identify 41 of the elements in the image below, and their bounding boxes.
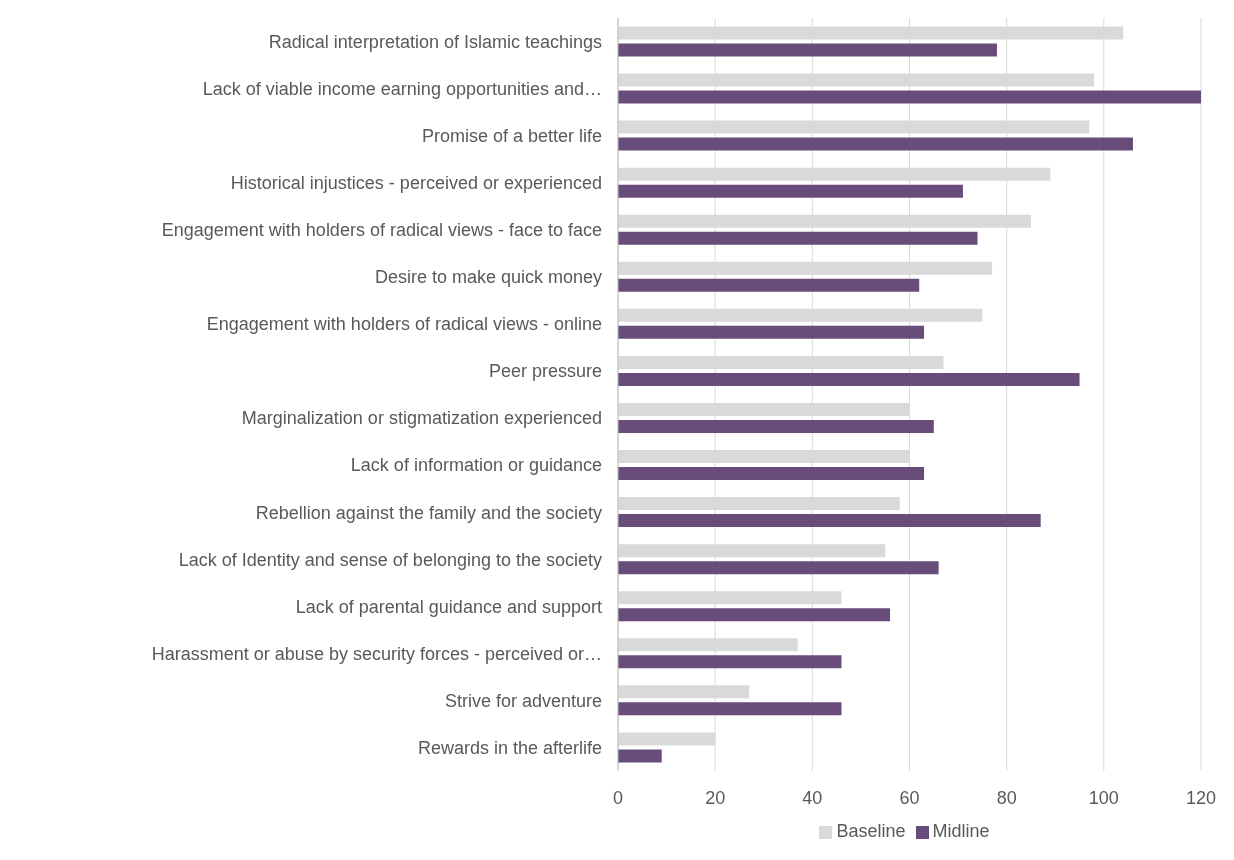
y-tick-label: Rebellion against the family and the society [255,502,602,523]
bar [618,184,963,198]
y-tick-label: Lack of viable income earning opportunities and… [202,78,602,99]
legend-label: Baseline [836,821,906,841]
y-tick-label: Lack of Identity and sense of belonging to the society [178,549,602,570]
bar [618,467,925,481]
x-tick-label: 60 [899,787,920,808]
y-tick-label: Lack of information or guidance [350,455,602,476]
x-tick-label: 20 [705,787,726,808]
bar [618,561,939,575]
bar [618,655,842,669]
x-tick-label: 80 [996,787,1017,808]
bar [618,372,1080,386]
y-tick-label: Promise of a better life [421,126,602,147]
bar [618,419,934,433]
y-tick-label: Desire to make quick money [374,267,602,288]
y-tick-label: Engagement with holders of radical views - face to face [161,220,602,241]
bar [618,608,891,622]
x-tick-label: 40 [802,787,823,808]
bar [618,702,842,716]
y-tick-label: Harassment or abuse by security forces - perceived or… [151,643,602,664]
bar [618,325,925,339]
y-tick-label: Strive for adventure [444,690,602,711]
bar [618,137,1133,151]
y-tick-label: Marginalization or stigmatization experienced [241,408,602,429]
bar [618,514,1041,528]
y-tick-label: Radical interpretation of Islamic teachings [268,31,602,52]
y-tick-label: Engagement with holders of radical views - online [206,314,602,335]
x-tick-label: 0 [612,787,624,808]
x-tick-label: 100 [1088,787,1119,808]
bar [618,278,920,292]
bar [618,231,978,245]
legend-label: Midline [932,821,990,841]
y-tick-label: Historical injustices - perceived or experienced [230,173,602,194]
x-tick-label: 120 [1185,787,1217,808]
y-tick-label: Rewards in the afterlife [417,737,602,758]
y-tick-label: Lack of parental guidance and support [295,596,602,617]
bar [618,90,1201,104]
y-tick-label: Peer pressure [488,361,602,382]
bar [618,43,997,57]
bar [618,749,662,763]
